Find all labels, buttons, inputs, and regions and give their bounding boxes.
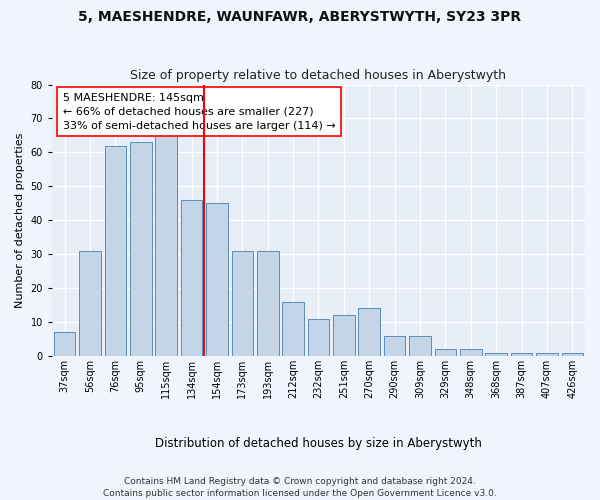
Bar <box>206 204 228 356</box>
Text: 5, MAESHENDRE, WAUNFAWR, ABERYSTWYTH, SY23 3PR: 5, MAESHENDRE, WAUNFAWR, ABERYSTWYTH, SY… <box>79 10 521 24</box>
Bar <box>104 146 126 356</box>
Bar <box>54 332 76 356</box>
Bar <box>130 142 152 356</box>
Bar <box>155 132 177 356</box>
Bar <box>409 336 431 356</box>
Bar <box>308 318 329 356</box>
Bar <box>257 251 278 356</box>
Bar <box>562 352 583 356</box>
Bar <box>333 315 355 356</box>
Bar <box>460 349 482 356</box>
Bar <box>511 352 532 356</box>
Text: Contains HM Land Registry data © Crown copyright and database right 2024.
Contai: Contains HM Land Registry data © Crown c… <box>103 476 497 498</box>
Text: 5 MAESHENDRE: 145sqm
← 66% of detached houses are smaller (227)
33% of semi-deta: 5 MAESHENDRE: 145sqm ← 66% of detached h… <box>62 92 335 130</box>
Bar <box>283 302 304 356</box>
Bar <box>536 352 558 356</box>
Bar <box>434 349 456 356</box>
Bar <box>232 251 253 356</box>
Bar <box>384 336 406 356</box>
Bar <box>358 308 380 356</box>
Title: Size of property relative to detached houses in Aberystwyth: Size of property relative to detached ho… <box>130 69 506 82</box>
Y-axis label: Number of detached properties: Number of detached properties <box>15 132 25 308</box>
Bar <box>79 251 101 356</box>
Bar <box>181 200 202 356</box>
X-axis label: Distribution of detached houses by size in Aberystwyth: Distribution of detached houses by size … <box>155 437 482 450</box>
Bar <box>485 352 507 356</box>
